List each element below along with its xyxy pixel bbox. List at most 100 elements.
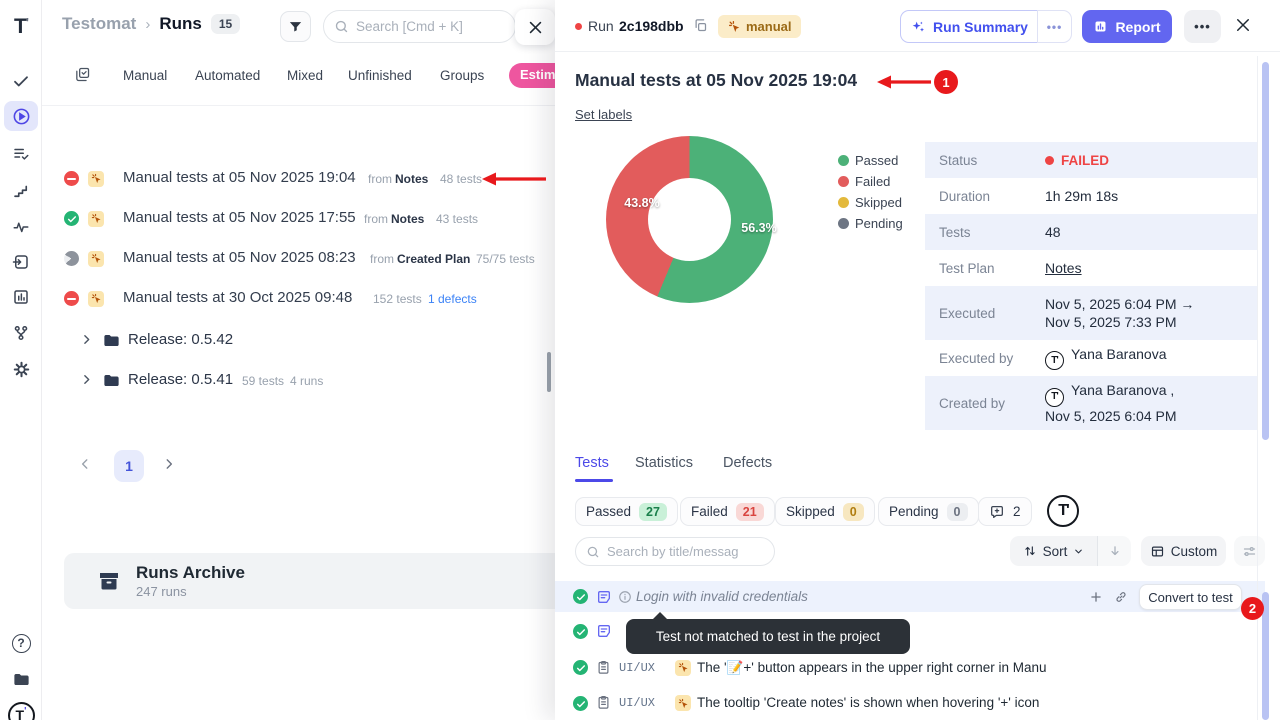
list-close-button[interactable] xyxy=(515,9,555,45)
run-summary-button[interactable]: Run Summary xyxy=(900,10,1037,43)
copy-button[interactable] xyxy=(693,18,708,33)
select-all-button[interactable] xyxy=(74,66,91,83)
rail-milestones-button[interactable] xyxy=(4,176,38,206)
run-summary-more-button[interactable] xyxy=(1037,10,1072,43)
runs-archive-bar[interactable]: Runs Archive 247 runs xyxy=(64,553,555,609)
detail-close-button[interactable] xyxy=(1234,16,1252,34)
run-title[interactable]: Manual tests at 05 Nov 2025 08:23 xyxy=(123,249,356,266)
detail-tabs: Tests Statistics Defects xyxy=(555,453,1280,483)
tab-unfinished[interactable]: Unfinished xyxy=(348,68,412,83)
tab-estimate-badge[interactable]: Estim xyxy=(509,63,555,88)
comment-plus-icon xyxy=(991,505,1003,518)
run-row-4[interactable]: Manual tests at 30 Oct 2025 09:48 152 te… xyxy=(42,286,555,312)
tests-scrollbar[interactable] xyxy=(1262,592,1269,720)
tests-search[interactable] xyxy=(575,537,775,566)
legend-failed[interactable]: Failed xyxy=(838,171,903,192)
tab-manual[interactable]: Manual xyxy=(123,68,168,83)
passed-percent-label: 56.3% xyxy=(741,221,777,235)
executed-by-label: Executed by xyxy=(939,350,1014,366)
rail-reports-button[interactable] xyxy=(4,282,38,312)
run-row-3[interactable]: Manual tests at 05 Nov 2025 08:23 from C… xyxy=(42,246,555,272)
tab-tests[interactable]: Tests xyxy=(575,455,609,471)
duration-label: Duration xyxy=(939,188,991,204)
tab-statistics[interactable]: Statistics xyxy=(635,455,694,471)
run-title[interactable]: Manual tests at 05 Nov 2025 19:04 xyxy=(123,169,356,186)
folder-title[interactable]: Release: 0.5.42 xyxy=(128,331,234,348)
legend-skipped[interactable]: Skipped xyxy=(838,192,903,213)
link-icon[interactable] xyxy=(1114,590,1128,604)
test-row-3[interactable]: UI/UX The '📝+' button appears in the upp… xyxy=(555,650,1265,685)
rail-tests-button[interactable] xyxy=(4,66,38,96)
run-row-1[interactable]: Manual tests at 05 Nov 2025 19:04 from N… xyxy=(42,166,555,192)
failed-dot-icon xyxy=(1045,155,1054,165)
tests-search-input[interactable] xyxy=(607,544,757,559)
folder-row-2[interactable]: Release: 0.5.41 59 tests 4 runs xyxy=(42,368,555,394)
sort-direction-button[interactable] xyxy=(1098,536,1131,566)
runs-search-input[interactable] xyxy=(356,19,486,34)
filter-button[interactable] xyxy=(280,11,311,42)
filter-chip-skipped[interactable]: Skipped 0 xyxy=(775,497,875,526)
rail-plans-button[interactable] xyxy=(4,139,38,169)
filter-chip-failed[interactable]: Failed 21 xyxy=(680,497,775,526)
folder-title[interactable]: Release: 0.5.41 xyxy=(128,371,234,388)
report-button[interactable]: Report xyxy=(1082,10,1172,43)
test-plan-link[interactable]: Notes xyxy=(1045,260,1082,276)
detail-scrollbar[interactable] xyxy=(1262,62,1269,440)
set-labels-link[interactable]: Set labels xyxy=(575,107,633,122)
rail-settings-button[interactable] xyxy=(4,354,38,384)
tab-mixed[interactable]: Mixed xyxy=(287,68,324,83)
rail-user-avatar[interactable]: T xyxy=(4,700,38,720)
duration-value: 1h 29m 18s xyxy=(1045,188,1119,204)
rail-runs-button[interactable] xyxy=(4,101,38,131)
test-title[interactable]: The tooltip 'Create notes' is shown when… xyxy=(697,695,1040,710)
runs-search[interactable] xyxy=(323,10,516,43)
more-actions-button[interactable] xyxy=(1184,10,1221,43)
chevron-right-icon[interactable] xyxy=(80,333,93,346)
rail-help-button[interactable] xyxy=(4,628,38,658)
run-summary-label: Run Summary xyxy=(933,18,1028,35)
display-settings-button[interactable] xyxy=(1234,536,1265,566)
runs-count-badge: 15 xyxy=(210,14,241,34)
convert-to-test-button[interactable]: Convert to test xyxy=(1139,584,1242,610)
passed-chip-count: 27 xyxy=(639,502,667,521)
custom-view-button[interactable]: Custom xyxy=(1141,536,1226,566)
sort-button[interactable]: Sort xyxy=(1010,536,1098,566)
assignee-avatar-filter[interactable] xyxy=(1047,495,1079,527)
test-title[interactable]: The '📝+' button appears in the upper rig… xyxy=(697,659,1047,675)
test-title[interactable]: Login with invalid credentials xyxy=(636,588,808,604)
run-defects-link[interactable]: 1 defects xyxy=(428,292,477,306)
add-button[interactable] xyxy=(1089,590,1103,604)
run-row-2[interactable]: Manual tests at 05 Nov 2025 17:55 from N… xyxy=(42,206,555,232)
run-detail-panel: Run 2c198dbb manual Run Summary Report xyxy=(555,0,1280,720)
tab-defects[interactable]: Defects xyxy=(723,455,773,471)
page-prev-button[interactable] xyxy=(78,457,92,471)
tab-automated[interactable]: Automated xyxy=(195,68,261,83)
folder-row-1[interactable]: Release: 0.5.42 xyxy=(42,328,555,354)
page-number-current[interactable]: 1 xyxy=(114,450,144,482)
chevron-right-icon[interactable] xyxy=(80,373,93,386)
run-title[interactable]: Manual tests at 30 Oct 2025 09:48 xyxy=(123,289,353,306)
rail-projects-button[interactable] xyxy=(4,664,38,694)
breadcrumb-project[interactable]: Testomat xyxy=(62,14,137,33)
rail-activity-button[interactable] xyxy=(4,212,38,242)
run-title[interactable]: Manual tests at 05 Nov 2025 17:55 xyxy=(123,209,356,226)
rail-import-button[interactable] xyxy=(4,247,38,277)
filter-chip-passed[interactable]: Passed 27 xyxy=(575,497,678,526)
list-scrollbar[interactable] xyxy=(547,352,551,392)
test-row-1[interactable]: Login with invalid credentials Convert t… xyxy=(555,581,1265,612)
run-from-label: from xyxy=(364,212,388,226)
tab-groups[interactable]: Groups xyxy=(440,68,485,83)
page-next-button[interactable] xyxy=(162,457,176,471)
created-by-date: Nov 5, 2025 6:04 PM xyxy=(1045,407,1177,424)
filter-chip-pending[interactable]: Pending 0 xyxy=(878,497,979,526)
pulse-icon xyxy=(13,222,29,233)
test-row-4[interactable]: UI/UX The tooltip 'Create notes' is show… xyxy=(555,686,1265,720)
test-row-2[interactable] xyxy=(555,614,1265,648)
chevron-down-icon xyxy=(1075,549,1083,553)
legend-pending[interactable]: Pending xyxy=(838,213,903,234)
filter-chip-comments[interactable]: 2 xyxy=(978,497,1032,526)
legend-passed[interactable]: Passed xyxy=(838,150,903,171)
app-logo[interactable]: T' xyxy=(4,12,38,42)
rail-branches-button[interactable] xyxy=(4,318,38,348)
